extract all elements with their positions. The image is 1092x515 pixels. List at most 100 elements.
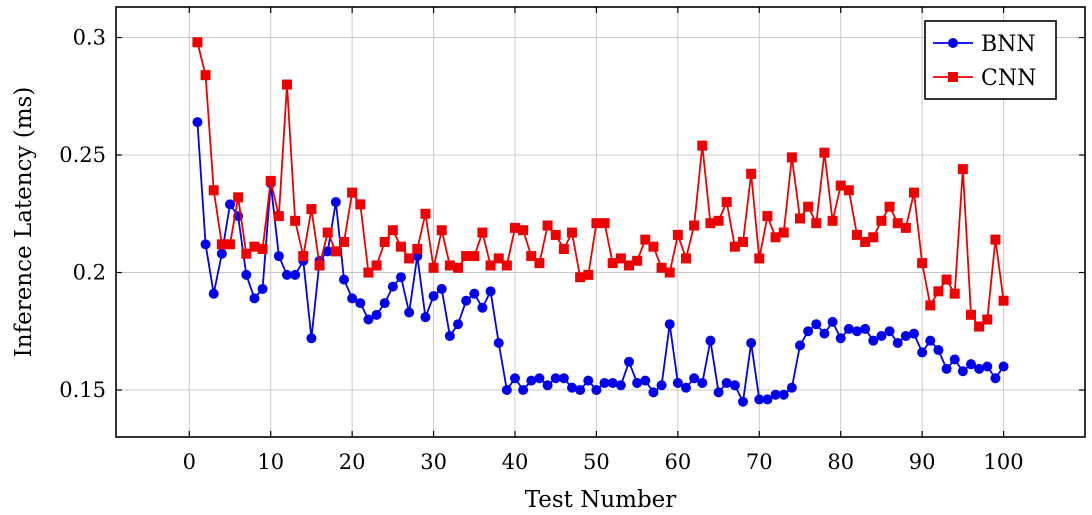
cnn-point	[713, 215, 724, 226]
bnn-point	[591, 385, 602, 396]
cnn-point	[876, 215, 887, 226]
x-tick-label: 70	[746, 450, 773, 474]
bnn-point	[469, 288, 480, 299]
cnn-point	[534, 258, 545, 269]
bnn-point	[404, 307, 415, 318]
cnn-point	[762, 211, 773, 222]
cnn-point	[485, 260, 496, 271]
cnn-point	[314, 260, 325, 271]
legend-entry-cnn: CNN	[933, 66, 1036, 91]
cnn-point	[192, 37, 203, 48]
cnn-point	[339, 236, 349, 247]
bnn-line	[196, 122, 1005, 403]
bnn-point	[461, 295, 472, 306]
cnn-point	[575, 272, 586, 283]
bnn-point	[355, 298, 366, 309]
bnn-point	[778, 389, 789, 400]
cnn-point	[306, 204, 317, 215]
bnn-point	[933, 345, 944, 356]
cnn-point	[819, 147, 830, 158]
bnn-point	[428, 291, 439, 302]
cnn-point	[233, 192, 244, 203]
cnn-point	[811, 218, 822, 229]
cnn-point	[290, 215, 301, 226]
legend-marker-cnn	[948, 72, 958, 82]
cnn-point	[558, 244, 569, 255]
bnn-point	[648, 387, 659, 398]
cnn-point	[933, 286, 944, 297]
bnn-point	[216, 248, 227, 259]
bnn-point	[966, 359, 976, 370]
cnn-point	[599, 218, 610, 229]
y-axis-label: Inference Latency (ms)	[11, 87, 37, 358]
cnn-point	[249, 241, 260, 252]
x-tick-label: 0	[183, 450, 196, 474]
bnn-point	[949, 354, 960, 365]
y-tick-label: 0.2	[73, 261, 106, 285]
cnn-point	[754, 253, 765, 264]
cnn-point	[273, 211, 284, 222]
cnn-point	[225, 239, 235, 250]
cnn-point	[843, 185, 854, 196]
cnn-point	[786, 152, 797, 163]
cnn-point	[835, 180, 846, 191]
bnn-point	[192, 117, 203, 128]
bnn-point	[860, 323, 871, 334]
bnn-point	[550, 373, 561, 384]
bnn-point	[444, 330, 455, 341]
cnn-point	[298, 251, 309, 262]
bnn-point	[876, 330, 887, 341]
bnn-point	[656, 380, 667, 391]
cnn-point	[428, 262, 439, 273]
cnn-point	[615, 253, 626, 264]
cnn-point	[265, 175, 276, 186]
legend-marker-bnn	[948, 38, 958, 48]
legend-entry-bnn: BNN	[933, 32, 1036, 57]
y-axis-ticks: 0.15 0.2 0.25 0.3	[59, 26, 1085, 402]
bnn-point	[599, 377, 610, 388]
cnn-point	[518, 225, 529, 236]
x-axis-ticks: 0 10 20 30 40 50 60 70 80 90 100	[183, 7, 1024, 474]
cnn-point	[216, 239, 227, 250]
bnn-point	[990, 373, 1001, 384]
cnn-point	[982, 314, 993, 325]
cnn-point	[803, 201, 814, 212]
bnn-point	[477, 302, 488, 313]
bnn-point	[884, 326, 895, 337]
cnn-point	[729, 241, 740, 252]
bnn-point	[892, 338, 903, 349]
cnn-point	[852, 229, 862, 240]
series-cnn	[192, 37, 1009, 332]
cnn-point	[493, 253, 504, 264]
bnn-point	[998, 361, 1009, 372]
cnn-point	[330, 246, 341, 257]
cnn-point	[705, 218, 716, 229]
legend: BNN CNN	[924, 20, 1057, 100]
bnn-point	[925, 335, 936, 346]
x-tick-label: 40	[502, 450, 529, 474]
bnn-point	[615, 380, 626, 391]
bnn-point	[843, 323, 854, 334]
cnn-line	[196, 42, 1005, 328]
bnn-point	[208, 288, 219, 299]
cnn-point	[884, 201, 895, 212]
cnn-point	[941, 274, 952, 285]
cnn-point	[200, 70, 211, 81]
cnn-point	[363, 267, 374, 278]
cnn-point	[567, 227, 577, 238]
bnn-point	[396, 272, 406, 283]
cnn-point	[868, 232, 879, 243]
x-tick-label: 30	[420, 450, 447, 474]
cnn-point	[957, 164, 968, 175]
cnn-point	[501, 260, 512, 271]
cnn-point	[412, 244, 423, 255]
bnn-point	[290, 269, 301, 280]
legend-box	[924, 20, 1057, 100]
cnn-point	[477, 227, 488, 238]
cnn-point	[355, 199, 366, 210]
bnn-point	[510, 373, 520, 384]
cnn-point	[925, 300, 936, 311]
cnn-point	[453, 262, 463, 273]
bnn-point	[225, 199, 235, 210]
